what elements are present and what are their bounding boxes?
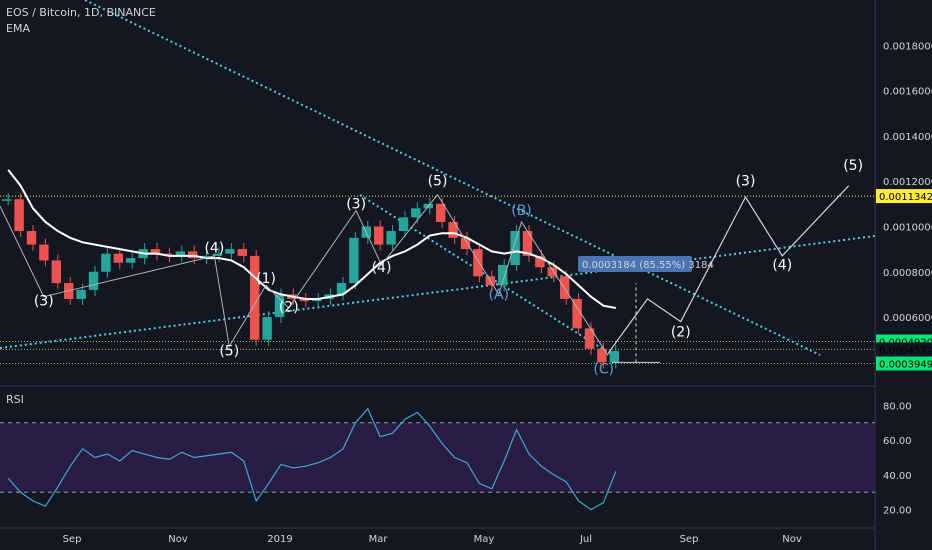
time-tick-label: May	[474, 534, 495, 545]
candle-body	[609, 351, 619, 363]
candle-body	[76, 289, 86, 299]
candle-body	[26, 231, 37, 245]
price-level-label: 0.0004572	[879, 345, 932, 356]
wave-label: (3)	[736, 174, 756, 190]
candle-body	[572, 298, 582, 329]
candle-body	[560, 276, 570, 299]
rsi-line	[7, 407, 617, 511]
price-level-label: 0.0003949	[879, 360, 932, 371]
candle-body	[175, 251, 185, 256]
candle-body	[274, 294, 285, 318]
time-tick-label: Jul	[579, 534, 592, 545]
candle-body	[14, 199, 24, 231]
candle-body	[547, 267, 557, 277]
time-tick-label: Nov	[168, 534, 188, 545]
wave-label: (C)	[593, 362, 614, 378]
price-level-label: 0.0011342	[879, 192, 932, 203]
wave-label: (2)	[671, 324, 691, 340]
wave-label: (4)	[772, 258, 792, 274]
descending-trendline	[84, 0, 821, 356]
time-tick-label: 2019	[267, 534, 292, 545]
price-level-badge	[876, 189, 932, 204]
candle-body	[522, 231, 533, 256]
candle-body	[411, 208, 421, 218]
price-tick-label: 0.0018000	[883, 41, 932, 52]
candle-body	[101, 253, 111, 272]
indicator-label: EMA	[6, 22, 30, 35]
candle-body	[386, 231, 396, 245]
candle-body	[250, 255, 260, 340]
candle-body	[2, 199, 12, 201]
rsi-label: RSI	[6, 393, 24, 406]
time-tick-label: Sep	[680, 534, 699, 545]
candle-body	[312, 298, 322, 302]
time-tick-label: Sep	[63, 534, 82, 545]
wave-label: (2)	[279, 299, 299, 315]
candle-body	[150, 249, 161, 254]
wave-label: (A)	[488, 287, 509, 303]
ascending-trendline	[0, 235, 876, 349]
time-tick-label: Nov	[782, 534, 802, 545]
wave-label: (4)	[204, 241, 224, 257]
price-tick-label: 0.0012000	[883, 177, 932, 188]
wave-label: (1)	[256, 271, 276, 287]
price-level-badge	[876, 342, 932, 357]
candle-body	[398, 217, 409, 231]
candle-body	[349, 237, 359, 284]
rsi-tick-label: 40.00	[883, 471, 912, 482]
candle-body	[113, 253, 123, 263]
candle-body	[584, 328, 595, 349]
candle-body	[535, 255, 545, 268]
price-tick-label: 0.0006000	[883, 313, 932, 324]
wave-projection	[607, 185, 850, 354]
wave-label: (B)	[511, 203, 532, 219]
channel-trendline	[359, 194, 613, 356]
rsi-tick-label: 80.00	[883, 401, 912, 412]
price-tick-label: 0.0016000	[883, 87, 932, 98]
candle-body	[126, 258, 136, 263]
candle-body	[460, 237, 471, 250]
candle-body	[225, 249, 235, 254]
wave-label: (5)	[843, 158, 863, 174]
candle-body	[39, 244, 49, 261]
price-tick-label: 0.0008000	[883, 268, 932, 279]
candle-body	[299, 298, 309, 302]
candle-body	[473, 249, 483, 277]
wave-label: (4)	[372, 260, 392, 276]
price-tick-label: 0.0010000	[883, 222, 932, 233]
candle-body	[597, 348, 607, 363]
candle-body	[374, 226, 384, 245]
candle-body	[212, 253, 223, 256]
rsi-band	[0, 422, 875, 493]
price-tick-label: 0.0014000	[883, 132, 932, 143]
candle-body	[498, 264, 508, 286]
wave-label: (3)	[34, 294, 54, 310]
candle-body	[510, 231, 520, 265]
chart-title: EOS / Bitcoin, 1D, BINANCE	[6, 6, 156, 19]
rsi-tick-label: 60.00	[883, 436, 912, 447]
wave-label: (5)	[428, 174, 448, 190]
measure-label: 0.0003184 (85.55%) 3184	[582, 260, 714, 271]
candle-body	[51, 260, 61, 284]
candle-body	[448, 221, 458, 238]
candle-body	[88, 271, 99, 290]
candle-body	[336, 283, 347, 295]
wave-label: (3)	[346, 196, 366, 212]
candle-body	[237, 249, 247, 256]
price-level-badge	[876, 356, 932, 371]
time-tick-label: Mar	[369, 534, 389, 545]
ema-line	[7, 169, 616, 309]
candle-body	[262, 317, 272, 340]
wave-label: (5)	[219, 344, 239, 360]
candle-body	[188, 251, 198, 259]
rsi-tick-label: 20.00	[883, 506, 912, 517]
measure-badge	[578, 256, 692, 272]
candle-body	[436, 203, 446, 222]
wave-zigzag	[0, 193, 609, 356]
